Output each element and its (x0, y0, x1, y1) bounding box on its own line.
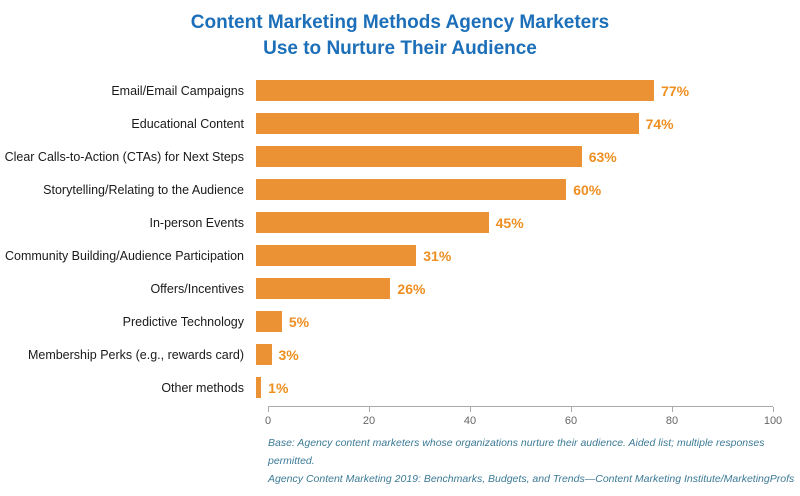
bar-track: 74% (256, 113, 773, 134)
bar-row: Membership Perks (e.g., rewards card) 3% (0, 338, 800, 371)
value-label: 26% (397, 280, 426, 297)
bar-track: 45% (256, 212, 773, 233)
axis-row: 0 20 40 60 80 100 (0, 406, 800, 432)
value-label: 31% (423, 247, 452, 264)
value-label: 74% (645, 115, 674, 132)
axis-tick-label: 80 (665, 415, 679, 427)
value-label: 60% (573, 181, 602, 198)
category-label: Predictive Technology (122, 314, 244, 329)
bar-track: 26% (256, 278, 773, 299)
value-label: 1% (268, 379, 289, 396)
value-label: 63% (588, 148, 617, 165)
bar-track: 77% (256, 80, 773, 101)
axis-tick-label: 40 (463, 415, 477, 427)
category-label: Storytelling/Relating to the Audience (43, 182, 244, 197)
bar-track: 31% (256, 245, 773, 266)
bar-rows: Email/Email Campaigns 77% Educational Cont… (0, 74, 800, 404)
category-label: Offers/Incentives (150, 281, 244, 296)
bar-track: 3% (256, 344, 773, 365)
bar-row: In-person Events 45% (0, 206, 800, 239)
bar (256, 278, 391, 299)
category-label: Other methods (161, 380, 244, 395)
source-note: Base: Agency content marketers whose org… (268, 434, 800, 488)
bar (256, 311, 282, 332)
bar-row: Other methods 1% (0, 371, 800, 404)
bar-chart: Email/Email Campaigns 77% Educational Cont… (0, 74, 800, 432)
category-label: Educational Content (131, 116, 244, 131)
source-note-line-1: Base: Agency content marketers whose org… (268, 437, 765, 467)
bar-row: Offers/Incentives 26% (0, 272, 800, 305)
axis-tick-label: 20 (362, 415, 376, 427)
bar-track: 63% (256, 146, 773, 167)
value-label: 5% (288, 313, 310, 330)
category-label: In-person Events (149, 215, 245, 230)
bar-row: Community Building/Audience Participatio… (0, 239, 800, 272)
category-label: Community Building/Audience Participatio… (4, 248, 244, 263)
chart-title: Content Marketing Methods Agency Markete… (190, 12, 610, 59)
category-label: Clear Calls-to-Action (CTAs) for Next St… (4, 149, 244, 164)
category-label: Email/Email Campaigns (111, 83, 244, 98)
axis-spacer (0, 406, 268, 432)
value-label: 77% (661, 82, 690, 99)
value-label: 45% (495, 214, 524, 231)
bar (256, 179, 567, 200)
bar (256, 146, 582, 167)
bar-row: Predictive Technology 5% (0, 305, 800, 338)
bar (256, 113, 639, 134)
category-label: Membership Perks (e.g., rewards card) (27, 347, 244, 362)
axis-tick (369, 407, 370, 412)
bar (256, 377, 262, 398)
axis-tick (672, 407, 673, 412)
bar-row: Email/Email Campaigns 77% (0, 74, 800, 107)
axis-tick (773, 407, 774, 412)
bar-row: Storytelling/Relating to the Audience 60% (0, 173, 800, 206)
x-axis: 0 20 40 60 80 100 (264, 406, 782, 432)
bar-track: 60% (256, 179, 773, 200)
axis-tick-label: 100 (763, 415, 783, 427)
axis-tick (470, 407, 471, 412)
axis-tick-label: 60 (564, 415, 578, 427)
bar (256, 212, 489, 233)
bar (256, 245, 417, 266)
bar-row: Educational Content 74% (0, 107, 800, 140)
axis-tick-label: 0 (264, 415, 272, 427)
value-label: 3% (278, 346, 299, 363)
bar-row: Clear Calls-to-Action (CTAs) for Next St… (0, 140, 800, 173)
source-note-line-2: Agency Content Marketing 2019: Benchmark… (268, 473, 795, 485)
bar (256, 344, 272, 365)
axis-tick (268, 407, 269, 412)
axis-tick (571, 407, 572, 412)
bar-track: 1% (256, 377, 773, 398)
bar-track: 5% (256, 311, 773, 332)
bar (256, 80, 655, 101)
